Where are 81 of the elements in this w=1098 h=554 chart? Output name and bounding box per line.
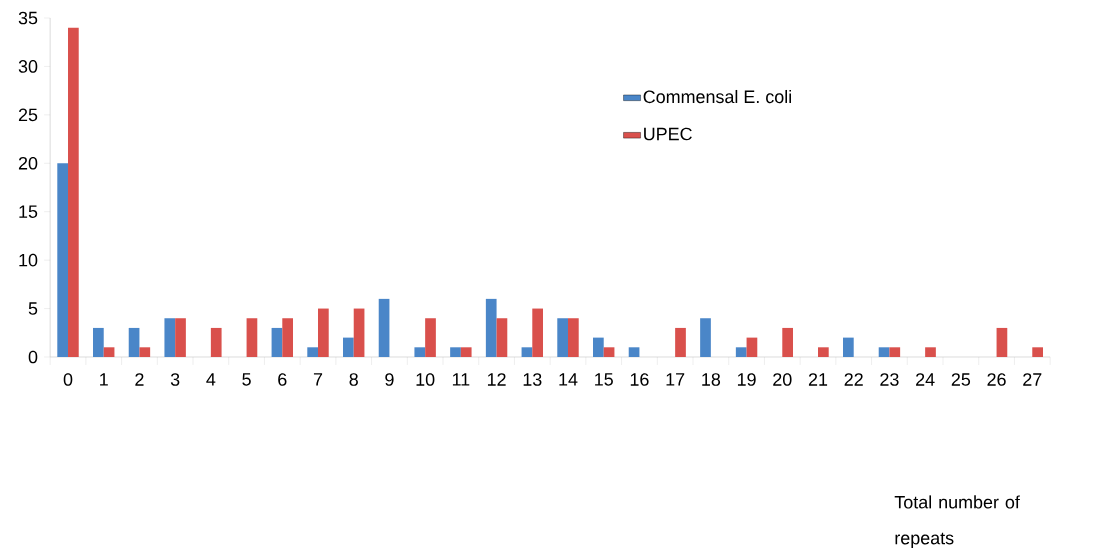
x-tick-label: 2: [135, 373, 144, 386]
x-tick-label: 3: [170, 373, 180, 386]
text: Total number of repeats: [894, 495, 1020, 548]
bar: [139, 347, 151, 357]
x-tick-label: 26: [987, 373, 1006, 386]
bar: [425, 318, 436, 357]
bar: [307, 347, 318, 357]
x-tick-label: 9: [385, 373, 394, 386]
bar: [210, 327, 222, 357]
y-tick-label: 0: [28, 350, 38, 364]
x-tick-label: 18: [702, 373, 721, 386]
x-tick-label: 16: [630, 373, 649, 386]
x-tick-label: 27: [1023, 373, 1042, 386]
x-tick-label: 6: [278, 373, 287, 386]
bar: [343, 337, 354, 357]
x-tick-label: 25: [951, 373, 971, 386]
bar: [889, 347, 901, 357]
x-tick-label: 12: [487, 373, 506, 386]
bar: [496, 318, 508, 357]
bar: [485, 298, 497, 357]
bar: [700, 318, 711, 357]
x-tick-label: 21: [808, 373, 828, 386]
legend-label: Commensal E. coli: [643, 89, 791, 104]
x-tick-label: 11: [452, 373, 470, 386]
x-tick-label: 13: [523, 373, 542, 386]
bar: [282, 318, 294, 357]
bar: [93, 327, 104, 357]
bar: [925, 347, 936, 357]
bar: [521, 347, 533, 357]
bar: [414, 347, 426, 357]
x-tick-label: 4: [206, 373, 216, 386]
y-tick-label: 15: [19, 205, 38, 218]
bar: [460, 347, 472, 357]
bar: [782, 327, 793, 357]
bar: [878, 347, 890, 357]
bar: [318, 308, 329, 357]
x-tick-label: 0: [63, 373, 73, 386]
x-tick-label: 22: [844, 373, 863, 386]
x-tick-label: 23: [880, 373, 899, 386]
bar: [557, 318, 568, 357]
x-tick-label: 20: [773, 373, 792, 386]
x-tick-label: 10: [416, 373, 435, 386]
y-tick-label: 10: [19, 253, 38, 267]
bar: [175, 318, 186, 357]
x-tick-label: 17: [666, 373, 685, 386]
x-tick-label: 15: [595, 373, 613, 386]
x-tick-label: 14: [559, 373, 578, 386]
bar: [164, 318, 176, 357]
y-tick-label: 30: [18, 60, 38, 73]
bar: [996, 327, 1008, 357]
bar: [246, 318, 258, 357]
y-tick-label: 5: [28, 302, 38, 315]
bar: [746, 337, 758, 357]
bar: [628, 347, 640, 357]
bar: [68, 27, 79, 357]
legend-label: UPEC: [644, 127, 692, 141]
x-tick-label: 1: [100, 373, 108, 386]
bar: [103, 347, 115, 357]
bar: [128, 327, 140, 357]
x-tick-label: 19: [737, 373, 756, 386]
x-tick-label: 7: [313, 373, 323, 386]
x-tick-label: 24: [916, 373, 935, 386]
bar: [675, 327, 686, 357]
bar: [1032, 347, 1043, 357]
bar: [735, 347, 747, 357]
bar: [271, 327, 283, 357]
y-tick-label: 25: [18, 108, 38, 122]
x-tick-label: 8: [349, 373, 358, 386]
bar: [568, 318, 579, 357]
bar: [532, 308, 543, 357]
y-tick-label: 20: [18, 156, 38, 170]
bar: [57, 163, 69, 357]
bar: [378, 298, 390, 357]
bar: [603, 347, 615, 357]
bar: [593, 337, 604, 357]
bar: [353, 308, 365, 357]
bar: [818, 347, 829, 357]
y-tick-label: 35: [18, 11, 38, 25]
bar: [450, 347, 461, 357]
x-tick-label: 5: [242, 373, 251, 386]
bar: [842, 337, 854, 357]
